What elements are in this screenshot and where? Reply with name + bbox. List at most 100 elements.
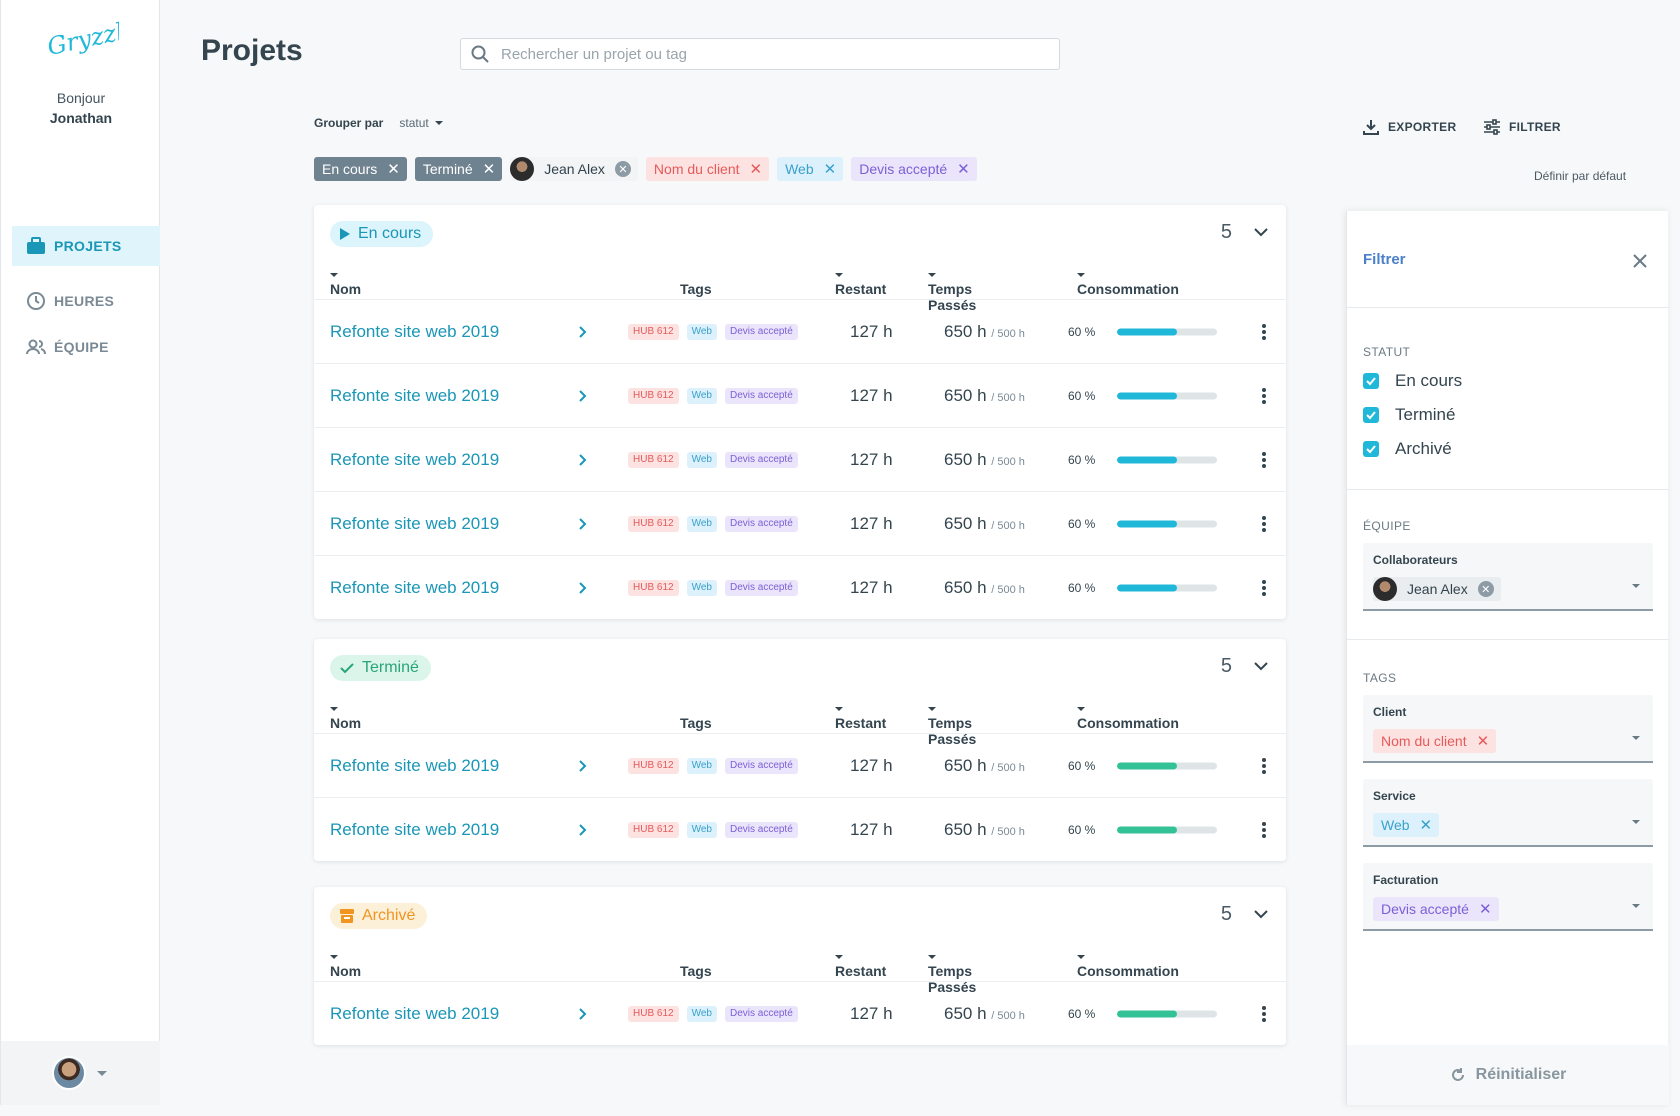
close-icon[interactable]: ✕ — [614, 161, 631, 177]
sort-down-icon[interactable] — [928, 953, 936, 961]
checkbox-checked-icon[interactable] — [1363, 407, 1379, 423]
facturation-field[interactable]: Facturation Devis accepté ✕ — [1363, 863, 1653, 931]
chevron-right-icon[interactable] — [578, 1007, 588, 1021]
tag-badge[interactable]: Devis accepté — [724, 579, 798, 596]
chevron-down-icon[interactable] — [1631, 581, 1641, 591]
gryzzly-logo[interactable]: Gryzzly — [45, 14, 119, 66]
filter-chip-client[interactable]: Nom du client ✕ — [645, 157, 770, 181]
export-button[interactable]: EXPORTER — [1362, 118, 1456, 136]
table-row[interactable]: Refonte site web 2019 HUB 612 Web Devis acc… — [314, 981, 1286, 1045]
table-row[interactable]: Refonte site web 2019 HUB 612 Web Devis acc… — [314, 427, 1286, 491]
tag-badge[interactable]: Devis accepté — [724, 821, 798, 838]
tag-badge[interactable]: Web — [686, 1005, 717, 1022]
more-vertical-icon[interactable] — [1262, 821, 1266, 838]
chevron-right-icon[interactable] — [578, 517, 588, 531]
tag-badge[interactable]: Web — [686, 821, 717, 838]
filter-button[interactable]: FILTRER — [1483, 118, 1561, 136]
tag-badge[interactable]: Web — [686, 451, 717, 468]
more-vertical-icon[interactable] — [1262, 515, 1266, 532]
tag-badge[interactable]: HUB 612 — [628, 1005, 679, 1022]
close-icon[interactable]: ✕ — [1478, 900, 1492, 918]
tag-badge[interactable]: Web — [686, 757, 717, 774]
more-vertical-icon[interactable] — [1262, 579, 1266, 596]
set-default-link[interactable]: Définir par défaut — [1534, 169, 1627, 183]
tag-badge[interactable]: Devis accepté — [724, 451, 798, 468]
table-row[interactable]: Refonte site web 2019 HUB 612 Web Devis acc… — [314, 363, 1286, 427]
tag-badge[interactable]: Devis accepté — [724, 323, 798, 340]
chevron-down-icon[interactable] — [1254, 227, 1268, 237]
collaborateur-chip[interactable]: Jean Alex ✕ — [1373, 577, 1501, 601]
chevron-down-icon[interactable] — [1631, 817, 1641, 827]
sort-down-icon[interactable] — [1077, 271, 1085, 279]
col-nom[interactable]: Nom — [330, 953, 361, 979]
project-name-link[interactable]: Refonte site web 2019 — [330, 449, 500, 469]
project-name-link[interactable]: Refonte site web 2019 — [330, 755, 500, 775]
sort-down-icon[interactable] — [330, 705, 338, 713]
project-name-link[interactable]: Refonte site web 2019 — [330, 321, 500, 341]
close-icon[interactable]: ✕ — [1477, 581, 1494, 597]
checkbox-termine[interactable]: Terminé — [1363, 405, 1455, 425]
filter-chip-web[interactable]: Web ✕ — [777, 157, 844, 181]
tag-badge[interactable]: HUB 612 — [628, 757, 679, 774]
table-row[interactable]: Refonte site web 2019 HUB 612 Web Devis acc… — [314, 797, 1286, 861]
tag-badge[interactable]: HUB 612 — [628, 451, 679, 468]
checkbox-archive[interactable]: Archivé — [1363, 439, 1452, 459]
chevron-right-icon[interactable] — [578, 325, 588, 339]
tag-badge[interactable]: HUB 612 — [628, 515, 679, 532]
close-icon[interactable]: ✕ — [482, 160, 496, 178]
service-field[interactable]: Service Web ✕ — [1363, 779, 1653, 847]
col-nom[interactable]: Nom — [330, 705, 361, 731]
col-restant[interactable]: Restant — [835, 271, 886, 297]
table-row[interactable]: Refonte site web 2019 HUB 612 Web Devis acc… — [314, 491, 1286, 555]
tag-badge[interactable]: Devis accepté — [724, 757, 798, 774]
sort-down-icon[interactable] — [1077, 705, 1085, 713]
tag-badge[interactable]: HUB 612 — [628, 323, 679, 340]
sort-down-icon[interactable] — [1077, 953, 1085, 961]
project-name-link[interactable]: Refonte site web 2019 — [330, 1003, 500, 1023]
tag-badge[interactable]: Web — [686, 387, 717, 404]
nav-equipe[interactable]: ÉQUIPE — [12, 327, 160, 367]
tag-badge[interactable]: HUB 612 — [628, 579, 679, 596]
sort-down-icon[interactable] — [330, 953, 338, 961]
tag-badge[interactable]: Devis accepté — [724, 515, 798, 532]
client-chip[interactable]: Nom du client ✕ — [1373, 729, 1497, 753]
col-temps[interactable]: Temps Passés — [928, 953, 976, 995]
chevron-right-icon[interactable] — [578, 389, 588, 403]
client-field[interactable]: Client Nom du client ✕ — [1363, 695, 1653, 763]
col-temps[interactable]: Temps Passés — [928, 271, 976, 313]
account-menu[interactable] — [1, 1041, 160, 1105]
col-nom[interactable]: Nom — [330, 271, 361, 297]
chevron-down-icon[interactable] — [1254, 661, 1268, 671]
col-temps[interactable]: Temps Passés — [928, 705, 976, 747]
search-input[interactable] — [501, 45, 1021, 63]
col-consommation[interactable]: Consommation — [1077, 271, 1179, 297]
more-vertical-icon[interactable] — [1262, 1005, 1266, 1022]
filter-chip-devis[interactable]: Devis accepté ✕ — [851, 157, 977, 181]
nav-heures[interactable]: HEURES — [12, 281, 160, 321]
close-icon[interactable] — [1632, 253, 1648, 269]
sort-down-icon[interactable] — [835, 705, 843, 713]
more-vertical-icon[interactable] — [1262, 451, 1266, 468]
more-vertical-icon[interactable] — [1262, 323, 1266, 340]
sort-down-icon[interactable] — [835, 271, 843, 279]
project-name-link[interactable]: Refonte site web 2019 — [330, 577, 500, 597]
close-icon[interactable]: ✕ — [1419, 816, 1433, 834]
project-name-link[interactable]: Refonte site web 2019 — [330, 385, 500, 405]
close-icon[interactable]: ✕ — [749, 160, 763, 178]
more-vertical-icon[interactable] — [1262, 387, 1266, 404]
sort-down-icon[interactable] — [330, 271, 338, 279]
nav-projets[interactable]: PROJETS — [12, 226, 160, 266]
col-consommation[interactable]: Consommation — [1077, 705, 1179, 731]
sort-down-icon[interactable] — [928, 271, 936, 279]
filter-chip-termine[interactable]: Terminé ✕ — [414, 157, 503, 181]
tag-badge[interactable]: HUB 612 — [628, 821, 679, 838]
col-restant[interactable]: Restant — [835, 953, 886, 979]
tag-badge[interactable]: HUB 612 — [628, 387, 679, 404]
project-name-link[interactable]: Refonte site web 2019 — [330, 513, 500, 533]
chevron-down-icon[interactable] — [1631, 901, 1641, 911]
close-icon[interactable]: ✕ — [1476, 732, 1490, 750]
chevron-down-icon[interactable] — [1631, 733, 1641, 743]
checkbox-en-cours[interactable]: En cours — [1363, 371, 1462, 391]
collaborateurs-field[interactable]: Collaborateurs Jean Alex ✕ — [1363, 543, 1653, 611]
table-row[interactable]: Refonte site web 2019 HUB 612 Web Devis acc… — [314, 733, 1286, 797]
